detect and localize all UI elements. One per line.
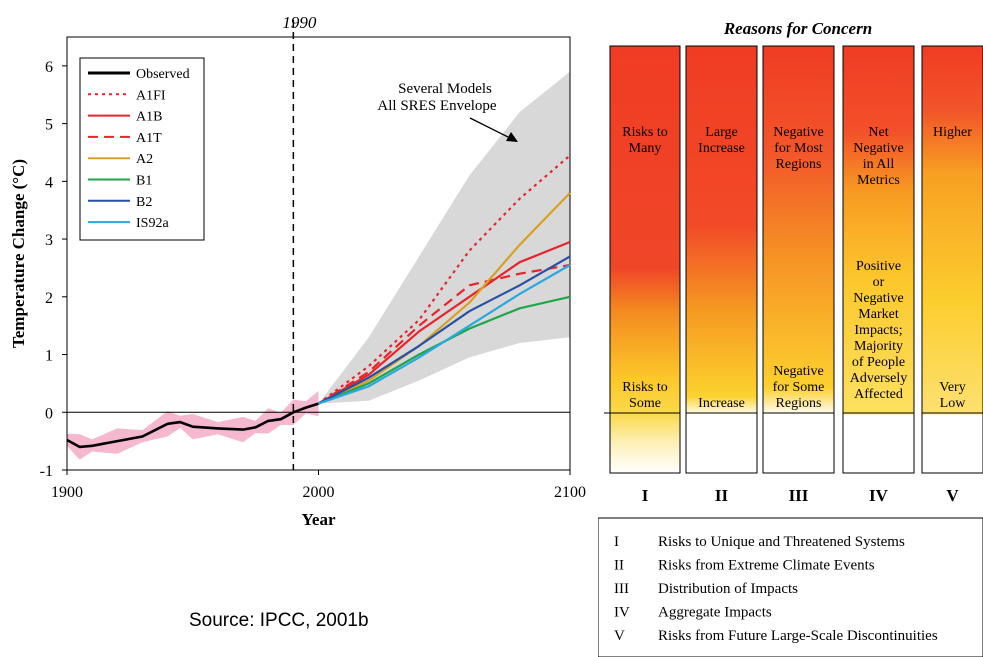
column-middle-label: Positive [856,259,901,274]
legend-label: B2 [136,195,152,210]
column-upper-label: Net [868,125,888,140]
reason-column-iii [762,45,835,474]
column-upper-label: for Most [774,141,823,156]
column-lower-label: Some [629,396,661,411]
column-numeral: IV [869,486,889,505]
reasons-legend-text: Risks from Future Large-Scale Discontinu… [658,628,938,644]
column-upper-label: Negative [853,141,904,156]
sres-envelope-area [318,71,570,404]
y-tick-label: 2 [45,290,53,307]
column-lower-label: Low [940,396,967,411]
reason-column-v [921,45,983,474]
reasons-legend-numeral: IV [614,605,630,621]
column-middle-label: or [873,275,885,290]
x-tick-label: 2000 [303,484,335,501]
column-upper-label: in All [863,157,895,172]
legend-box [79,57,205,241]
envelope-annotation-line1: Several Models [398,81,492,97]
column-upper-label: Regions [776,157,822,172]
marker-year-label: 1990 [282,13,317,32]
y-tick-label: 3 [45,232,53,249]
legend-label: A1FI [136,88,166,103]
column-lower-label: for Some [773,380,825,395]
y-tick-label: -1 [40,463,53,480]
reason-column-iv [842,45,915,474]
series-line-is92a [318,264,571,405]
column-lower-label: Negative [773,364,824,379]
reasons-legend-numeral: III [614,581,629,597]
column-lower-label: Risks to [622,380,668,395]
y-tick-label: 4 [45,174,53,191]
legend-label: A1B [136,110,162,125]
series-line-a1b [317,240,571,405]
reasons-legend-text: Risks to Unique and Threatened Systems [658,534,905,550]
chart-legend: Observed A1FI A1B A1T A2 B1 B2 IS92a [79,57,205,241]
column-upper-label: Many [629,141,662,156]
y-tick-label: 5 [45,117,53,134]
y-tick-label: 6 [45,59,53,76]
series-line-a2 [318,192,571,405]
column-lower-label: Increase [698,396,745,411]
source-citation: Source: IPCC, 2001b [189,610,369,631]
annotation-arrow [469,117,515,141]
y-tick-label: 0 [45,405,53,422]
reasons-legend-text: Aggregate Impacts [658,605,772,621]
column-upper-label: Metrics [857,173,900,188]
column-middle-label: Majority [854,339,903,354]
column-upper-label: Higher [933,125,972,140]
series-line-b2 [317,255,571,405]
series-line-observed [66,402,319,449]
column-upper-label: Negative [773,125,824,140]
annotation-arrowhead [506,132,518,142]
column-middle-label: Impacts; [854,323,902,338]
reasons-title: Reasons for Concern [723,19,872,38]
column-middle-label: Negative [853,291,904,306]
column-lower-label: Very [939,380,965,395]
legend-label: B1 [136,174,152,189]
column-middle-label: Market [858,307,899,322]
reasons-legend-numeral: V [614,628,625,644]
reasons-legend-text: Risks from Extreme Climate Events [658,558,875,574]
column-middle-label: Affected [854,387,903,402]
legend-label: Observed [136,67,190,82]
legend-label: A2 [136,152,153,167]
envelope-annotation-line2: All SRES Envelope [377,98,497,114]
reasons-legend-box [598,517,983,657]
reason-column-ii [685,45,758,474]
x-tick-label: 2100 [554,484,586,501]
reasons-legend-text: Distribution of Impacts [658,581,798,597]
column-middle-label: of People [852,355,905,370]
x-axis-label: Year [302,510,336,529]
reasons-legend-numeral: I [614,534,619,550]
series-line-a1t [317,263,571,405]
column-lower-label: Regions [776,396,822,411]
column-upper-label: Large [705,125,737,140]
column-numeral: I [642,486,649,505]
temperature-projection-chart: 1990 -1 0 1 2 3 4 5 6 1900 2000 2100 Year Temperature… [9,13,586,529]
legend-label: IS92a [136,216,169,231]
column-numeral: III [789,486,809,505]
column-upper-label: Risks to [622,125,668,140]
reasons-legend-numeral: II [614,558,624,574]
legend-label: A1T [136,131,162,146]
column-middle-label: Adversely [850,371,908,386]
column-upper-label: Increase [698,141,745,156]
y-axis-label: Temperature Change (°C) [9,159,28,348]
y-tick-label: 1 [45,348,53,365]
column-numeral: II [715,486,729,505]
column-numeral: V [946,486,959,505]
reason-column-i [609,45,681,474]
x-tick-label: 1900 [51,484,83,501]
observed-variability-band [67,390,319,460]
